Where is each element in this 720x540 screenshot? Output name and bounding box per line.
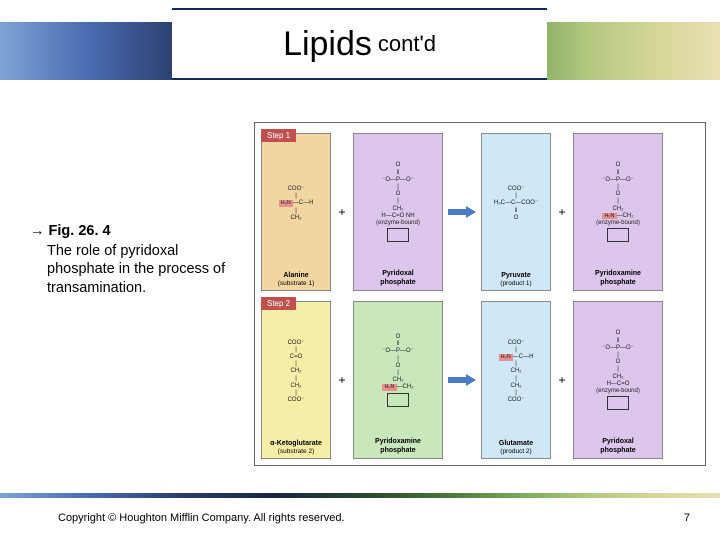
- panel-label: Glutamate: [499, 440, 533, 448]
- panel-pyridoxamine-phosphate-1: O‖⁻O—P—O⁻|O|CH₂H₂N—CH₂(enzyme-bound) Pyri…: [573, 133, 663, 291]
- chem-structure: O‖⁻O—P—O⁻|O|CH₂H—C=O(enzyme-bound): [596, 306, 640, 436]
- reaction-row-1: COO⁻|H₃N—C—H|CH₃ Alanine(substrate 1) + O…: [261, 133, 699, 291]
- title-sub: cont'd: [378, 31, 436, 57]
- panel-label: Pyridoxamine: [595, 270, 641, 278]
- chem-structure: O‖⁻O—P—O⁻|O|CH₂H₂N—CH₂(enzyme-bound): [596, 138, 640, 268]
- panel-label: α-Ketoglutarate: [270, 440, 322, 448]
- panel-label: Pyridoxamine: [375, 438, 421, 446]
- plus-icon: +: [335, 301, 349, 459]
- panel-pyruvate: COO⁻|H₃C—C—COO⁻‖O Pyruvate(product 1): [481, 133, 551, 291]
- caption-fig-label: Fig. 26. 4: [49, 223, 111, 239]
- plus-icon: +: [555, 301, 569, 459]
- plus-icon: +: [335, 133, 349, 291]
- panel-ketoglutarate: COO⁻|C=O|CH₂|CH₂|COO⁻ α-Ketoglutarate(sub…: [261, 301, 331, 459]
- panel-label: Pyruvate: [501, 272, 531, 280]
- panel-sublabel: (product 1): [500, 280, 531, 287]
- reaction-row-2: COO⁻|C=O|CH₂|CH₂|COO⁻ α-Ketoglutarate(sub…: [261, 301, 699, 459]
- chem-structure: COO⁻|C=O|CH₂|CH₂|COO⁻: [288, 306, 305, 438]
- reaction-arrow-icon: [447, 301, 477, 459]
- chem-structure: O‖⁻O—P—O⁻|O|CH₂H₂N—CH₂: [382, 306, 414, 436]
- panel-pyridoxal-phosphate-2: O‖⁻O—P—O⁻|O|CH₂H—C=O(enzyme-bound) Pyrido…: [573, 301, 663, 459]
- chem-structure: COO⁻|H₃C—C—COO⁻‖O: [494, 138, 538, 270]
- chem-structure: COO⁻|H₃N—C—H|CH₃: [279, 138, 314, 270]
- copyright-text: Copyright © Houghton Mifflin Company. Al…: [58, 512, 345, 524]
- panel-glutamate: COO⁻|H₃N—C—H|CH₂|CH₂|COO⁻ Glutamate(produ…: [481, 301, 551, 459]
- panel-pyridoxamine-phosphate-2: O‖⁻O—P—O⁻|O|CH₂H₂N—CH₂Pyridoxaminephosph…: [353, 301, 443, 459]
- title-main: Lipids: [283, 25, 372, 64]
- panel-sublabel: (substrate 1): [278, 280, 315, 287]
- chem-structure: O‖⁻O—P—O⁻|O|CH₂H—C=O NH(enzyme-bound): [376, 138, 420, 268]
- caption-arrow: →: [30, 223, 45, 239]
- panel-label: Pyridoxal: [602, 438, 634, 446]
- panel-sublabel: (substrate 2): [278, 448, 315, 455]
- caption-body: The role of pyridoxal phosphate in the p…: [47, 242, 245, 298]
- figure-caption: → Fig. 26. 4 The role of pyridoxal phosp…: [30, 222, 245, 297]
- panel-label: Alanine: [283, 272, 308, 280]
- chemistry-figure: Step 1 COO⁻|H₃N—C—H|CH₃Alanine(substrate…: [254, 122, 706, 466]
- slide-title-box: Lipids cont'd: [172, 8, 547, 80]
- footer-gradient-band: [0, 493, 720, 498]
- chem-structure: COO⁻|H₃N—C—H|CH₂|CH₂|COO⁻: [499, 306, 534, 438]
- panel-alanine: COO⁻|H₃N—C—H|CH₃ Alanine(substrate 1): [261, 133, 331, 291]
- step2-badge: Step 2: [261, 297, 296, 310]
- step1-badge: Step 1: [261, 129, 296, 142]
- panel-label: Pyridoxal: [382, 270, 414, 278]
- panel-pyridoxal-phosphate-1: O‖⁻O—P—O⁻|O|CH₂H—C=O NH(enzyme-bound) Pyr…: [353, 133, 443, 291]
- plus-icon: +: [555, 133, 569, 291]
- panel-sublabel: (product 2): [500, 448, 531, 455]
- reaction-arrow-icon: [447, 133, 477, 291]
- page-number: 7: [684, 512, 690, 524]
